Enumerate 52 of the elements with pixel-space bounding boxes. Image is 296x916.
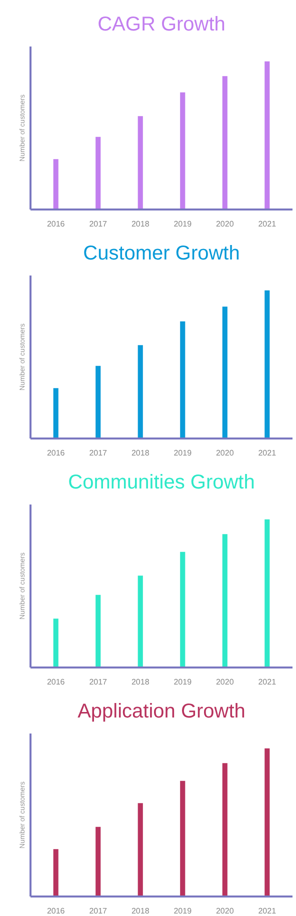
x-tick-label: 2020 <box>216 678 234 686</box>
x-tick-label: 2019 <box>174 220 192 228</box>
bar <box>96 366 101 438</box>
x-tick-label: 2017 <box>89 448 108 458</box>
x-tick-label: 2017 <box>89 220 108 228</box>
bar <box>138 116 143 210</box>
bar <box>96 594 101 668</box>
x-tick-label: 2019 <box>174 906 192 916</box>
x-tick-label: 2016 <box>46 448 66 458</box>
x-tick-label: 2018 <box>131 448 150 458</box>
x-tick-label: 2020 <box>216 906 234 916</box>
bar <box>180 321 186 438</box>
bar <box>222 76 228 210</box>
bar <box>53 388 58 438</box>
x-tick-label: 2021 <box>258 220 277 228</box>
chart-title: Communities Growth <box>68 472 255 494</box>
x-tick-label: 2019 <box>174 678 192 686</box>
x-tick-label: 2017 <box>89 678 108 686</box>
bar <box>222 763 228 896</box>
bar <box>53 159 58 210</box>
bar <box>180 92 186 210</box>
chart-title: Application Growth <box>78 700 246 722</box>
x-tick-label: 2018 <box>131 220 150 228</box>
bar <box>264 748 270 896</box>
x-tick-label: 2016 <box>46 220 66 228</box>
x-tick-label: 2021 <box>258 678 277 686</box>
bar <box>264 61 270 210</box>
bar <box>138 803 143 896</box>
chart-title: CAGR Growth <box>98 14 226 36</box>
bar <box>264 519 270 668</box>
bar <box>96 826 101 896</box>
x-tick-label: 2021 <box>258 448 277 458</box>
x-tick-label: 2020 <box>216 448 234 458</box>
bar <box>96 136 101 210</box>
bar <box>264 290 270 438</box>
bar <box>138 345 143 438</box>
x-tick-label: 2017 <box>89 906 108 916</box>
bar <box>53 849 58 896</box>
x-tick-label: 2018 <box>131 678 150 686</box>
x-tick-label: 2016 <box>46 678 66 686</box>
bar <box>222 306 228 438</box>
chart-title: Customer Growth <box>83 242 240 264</box>
x-tick-label: 2020 <box>216 220 234 228</box>
x-tick-label: 2018 <box>131 906 150 916</box>
bar <box>222 534 228 668</box>
bar <box>138 576 143 668</box>
x-tick-label: 2021 <box>258 906 277 916</box>
bar <box>180 780 186 896</box>
x-tick-label: 2019 <box>174 448 192 458</box>
x-tick-label: 2016 <box>46 906 66 916</box>
bar <box>53 618 58 668</box>
bar <box>180 552 186 668</box>
